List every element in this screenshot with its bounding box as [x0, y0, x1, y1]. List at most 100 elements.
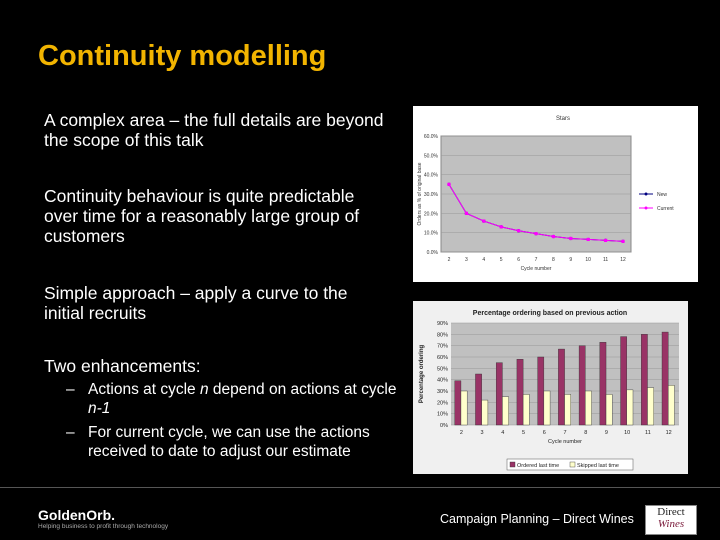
bar-skipped-last-time — [605, 394, 613, 426]
series-point-current — [534, 232, 538, 236]
x-tick-label: 8 — [552, 257, 555, 263]
x-tick-label: 6 — [543, 430, 546, 436]
bar-skipped-last-time — [460, 390, 468, 426]
bar-chart-panel: Percentage ordering based on previous ac… — [413, 301, 688, 474]
bar-ordered-last-time — [661, 331, 669, 426]
logo-tagline: Helping business to profit through techn… — [38, 523, 169, 530]
y-tick-label: 50% — [437, 366, 448, 372]
bar-skipped-last-time — [481, 399, 489, 426]
legend-marker — [644, 192, 648, 196]
sub-bullet-1: – Actions at cycle n depend on actions a… — [66, 380, 406, 418]
x-tick-label: 9 — [605, 430, 608, 436]
sub-bullet-2: – For current cycle, we can use the acti… — [66, 423, 406, 461]
sub-bullet-text: Actions at cycle — [88, 381, 200, 398]
series-point-current — [482, 219, 486, 223]
x-tick-label: 12 — [620, 257, 626, 263]
series-point-current — [551, 234, 555, 239]
x-tick-label: 3 — [481, 430, 484, 436]
x-tick-label: 2 — [460, 430, 463, 436]
bar-ordered-last-time — [475, 373, 482, 426]
y-tick-label: 30% — [437, 389, 448, 395]
bar-skipped-last-time — [668, 385, 675, 426]
legend-label: Ordered last time — [517, 463, 559, 469]
footer-text: Campaign Planning – Direct Wines — [440, 512, 634, 526]
x-tick-label: 2 — [448, 257, 451, 263]
x-axis-label: Cycle number — [548, 439, 582, 445]
sub-bullet-text: For current cycle, we can use the action… — [88, 424, 370, 460]
bar-skipped-last-time — [543, 390, 551, 426]
bullet-2: Continuity behaviour is quite predictabl… — [44, 186, 360, 246]
series-point-current — [447, 182, 451, 186]
bar-skipped-last-time — [647, 387, 654, 426]
bar-skipped-last-time — [626, 389, 634, 426]
legend-label: Skipped last time — [577, 463, 619, 469]
line-chart-panel: Stars 0.0% 10.0% 20.0% 30.0% 40.0% 50.0% 60.0% 2… — [413, 106, 698, 282]
sub-bullet-dash: – — [66, 381, 75, 398]
series-point-current — [464, 211, 468, 215]
sub-bullet-italic: n — [200, 381, 209, 398]
bar-ordered-last-time — [558, 348, 565, 426]
x-tick-label: 3 — [465, 257, 468, 263]
y-tick-label: 20% — [437, 400, 448, 406]
sub-bullet-italic: n-1 — [88, 400, 111, 417]
y-tick-label: 80% — [437, 332, 448, 338]
legend-swatch — [569, 461, 576, 468]
x-tick-label: 10 — [585, 257, 591, 263]
sub-bullet-dash: – — [66, 424, 75, 441]
series-point-current — [621, 239, 625, 243]
bar-ordered-last-time — [537, 356, 545, 426]
bar-ordered-last-time — [599, 342, 607, 426]
bar-chart: Percentage ordering based on previous ac… — [413, 301, 688, 474]
direct-wines-logo: Direct Wines — [645, 505, 697, 535]
chart-title: Stars — [556, 116, 570, 122]
bullet-3: Simple approach – apply a curve to the i… — [44, 283, 348, 323]
x-tick-label: 12 — [666, 430, 672, 436]
y-tick-label: 70% — [437, 344, 448, 350]
x-tick-label: 11 — [645, 430, 651, 436]
x-tick-label: 4 — [501, 430, 504, 436]
y-tick-label: 10% — [437, 412, 448, 418]
y-tick-label: 40% — [437, 378, 448, 384]
x-tick-label: 7 — [563, 430, 566, 436]
y-tick-label: 60% — [437, 355, 448, 361]
legend-label: New — [657, 192, 667, 198]
x-tick-label: 8 — [584, 430, 587, 436]
y-tick-label: 60.0% — [424, 134, 439, 140]
x-tick-label: 5 — [522, 430, 525, 436]
x-tick-label: 10 — [624, 430, 630, 436]
series-point-current — [604, 238, 608, 242]
chart-title: Percentage ordering based on previous ac… — [473, 310, 627, 317]
footer-divider — [0, 487, 720, 488]
bar-ordered-last-time — [454, 380, 462, 426]
goldenorb-logo: GoldenOrb. — [38, 507, 115, 523]
y-tick-label: 50.0% — [424, 153, 439, 159]
series-point-current — [586, 237, 590, 242]
bar-skipped-last-time — [502, 396, 509, 426]
series-point-current — [569, 236, 573, 241]
bar-ordered-last-time — [578, 345, 586, 426]
bar-skipped-last-time — [585, 390, 592, 426]
y-tick-label: 40.0% — [424, 173, 439, 179]
line-chart: Stars 0.0% 10.0% 20.0% 30.0% 40.0% 50.0% 60.0% 2… — [417, 116, 674, 272]
x-tick-label: 9 — [569, 257, 572, 263]
y-tick-label: 0.0% — [427, 250, 439, 256]
series-point-current — [499, 225, 503, 229]
bullet-1: A complex area – the full details are be… — [44, 110, 384, 150]
y-axis-label: Percentage ordering — [419, 344, 425, 403]
brand-line-2: Wines — [657, 518, 685, 530]
x-tick-label: 5 — [500, 257, 503, 263]
brand-line-1: Direct — [657, 506, 685, 518]
logo-text: Golden — [38, 507, 87, 523]
x-tick-label: 4 — [482, 257, 485, 263]
y-tick-label: 90% — [437, 321, 448, 327]
bar-ordered-last-time — [620, 336, 627, 426]
y-axis-label: Orders as % of original base — [417, 162, 423, 225]
y-tick-label: 30.0% — [424, 192, 439, 198]
legend-marker — [644, 206, 648, 210]
x-axis-label: Cycle number — [521, 266, 552, 272]
bar-ordered-last-time — [495, 362, 503, 426]
y-tick-label: 10.0% — [424, 231, 439, 237]
legend-label: Current — [657, 206, 674, 212]
y-tick-label: 0% — [440, 423, 448, 429]
bar-ordered-last-time — [641, 334, 648, 426]
